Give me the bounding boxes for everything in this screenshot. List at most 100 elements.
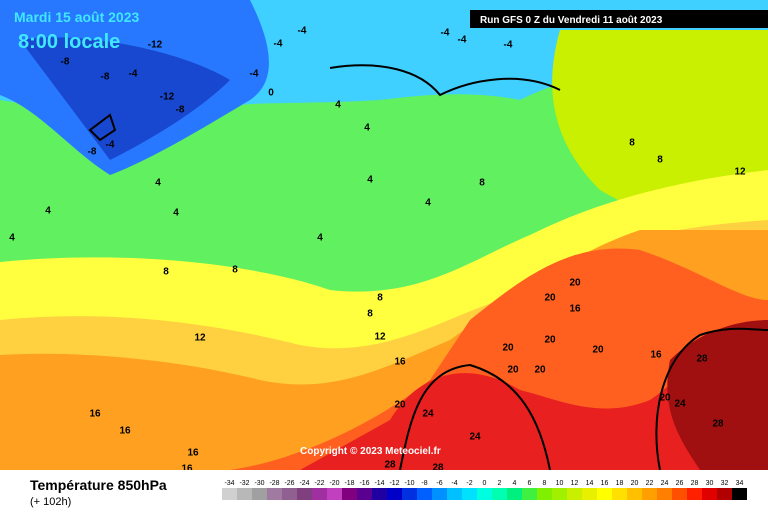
contour-label: 28 <box>696 354 708 365</box>
contour-label: -8 <box>176 105 185 116</box>
contour-label: 28 <box>712 419 724 430</box>
contour-label: 4 <box>335 100 341 111</box>
contour-label: 8 <box>232 265 238 276</box>
color-cell <box>702 488 717 500</box>
color-cell <box>567 488 582 500</box>
contour-label: -4 <box>106 140 115 151</box>
contour-label: 0 <box>268 88 274 99</box>
color-cell <box>732 488 747 500</box>
run-info: Run GFS 0 Z du Vendredi 11 août 2023 <box>480 15 663 26</box>
color-tick-label: -30 <box>254 480 264 487</box>
color-tick-label: -16 <box>359 480 369 487</box>
contour-label: 4 <box>425 198 431 209</box>
color-tick-label: -24 <box>299 480 309 487</box>
color-tick-label: 2 <box>498 480 502 487</box>
contour-label: 24 <box>469 432 481 443</box>
contour-label: -4 <box>129 69 138 80</box>
color-cell <box>627 488 642 500</box>
color-tick-label: -22 <box>314 480 324 487</box>
run-box <box>470 10 768 28</box>
color-tick-label: -2 <box>466 480 472 487</box>
color-cell <box>402 488 417 500</box>
color-cell <box>672 488 687 500</box>
contour-label: 8 <box>629 138 635 149</box>
contour-label: 20 <box>502 343 514 354</box>
contour-label: -8 <box>101 72 110 83</box>
color-cell <box>267 488 282 500</box>
contour-label: -12 <box>160 92 175 103</box>
contour-label: 20 <box>544 293 556 304</box>
color-cell <box>432 488 447 500</box>
color-tick-label: -28 <box>269 480 279 487</box>
color-cell <box>237 488 252 500</box>
color-cell <box>717 488 732 500</box>
contour-label: 4 <box>45 206 51 217</box>
contour-label: -8 <box>88 147 97 158</box>
color-cell <box>312 488 327 500</box>
contour-label: 20 <box>569 278 581 289</box>
color-cell <box>252 488 267 500</box>
color-tick-label: 12 <box>571 480 579 487</box>
greenland-core <box>20 37 230 160</box>
contour-line <box>88 113 117 142</box>
contour-label: 28 <box>432 463 444 474</box>
color-cell <box>552 488 567 500</box>
contour-label: 8 <box>377 293 383 304</box>
color-tick-label: 8 <box>543 480 547 487</box>
copyright: Copyright © 2023 Meteociel.fr <box>300 446 441 457</box>
color-tick-label: 20 <box>631 480 639 487</box>
contour-label: -4 <box>441 28 450 39</box>
contour-label: 8 <box>367 309 373 320</box>
very-hot-region <box>300 330 768 470</box>
color-tick-label: -8 <box>421 480 427 487</box>
color-tick-label: 0 <box>483 480 487 487</box>
color-cell <box>477 488 492 500</box>
color-tick-label: 34 <box>736 480 744 487</box>
legend-title: Température 850hPa <box>30 477 167 493</box>
color-cell <box>327 488 342 500</box>
contour-label: 20 <box>544 335 556 346</box>
contour-label: 20 <box>534 365 546 376</box>
contour-label: 16 <box>119 426 131 437</box>
contour-label: -4 <box>274 39 283 50</box>
color-cell <box>507 488 522 500</box>
contour-label: 4 <box>317 233 323 244</box>
contour-label: -4 <box>298 26 307 37</box>
color-tick-label: 18 <box>616 480 624 487</box>
color-tick-label: 10 <box>556 480 564 487</box>
contour-label: 4 <box>155 178 161 189</box>
contour-label: 20 <box>394 400 406 411</box>
color-cell <box>657 488 672 500</box>
contour-label: 12 <box>194 333 206 344</box>
color-tick-label: 4 <box>513 480 517 487</box>
color-tick-label: -20 <box>329 480 339 487</box>
color-tick-label: 28 <box>691 480 699 487</box>
color-tick-label: -14 <box>374 480 384 487</box>
color-cell <box>612 488 627 500</box>
color-cell <box>597 488 612 500</box>
legend-subtitle: (+ 102h) <box>30 496 71 508</box>
color-tick-label: -12 <box>389 480 399 487</box>
contour-label: -4 <box>458 35 467 46</box>
color-tick-label: -34 <box>224 480 234 487</box>
contour-label: 28 <box>384 460 396 471</box>
contour-label: 16 <box>650 350 662 361</box>
color-tick-label: 14 <box>586 480 594 487</box>
contour-label: 16 <box>187 448 199 459</box>
contour-label: -12 <box>148 40 163 51</box>
contour-label: 8 <box>657 155 663 166</box>
contour-label: 16 <box>394 357 406 368</box>
color-cell <box>297 488 312 500</box>
color-tick-label: -18 <box>344 480 354 487</box>
contour-label: 16 <box>181 464 193 475</box>
color-tick-label: 6 <box>528 480 532 487</box>
color-cell <box>462 488 477 500</box>
contour-label: 12 <box>374 332 386 343</box>
color-tick-label: 24 <box>661 480 669 487</box>
contour-label: 8 <box>479 178 485 189</box>
contour-label: 4 <box>364 123 370 134</box>
contour-label: 24 <box>422 409 434 420</box>
color-cell <box>537 488 552 500</box>
color-cell <box>342 488 357 500</box>
